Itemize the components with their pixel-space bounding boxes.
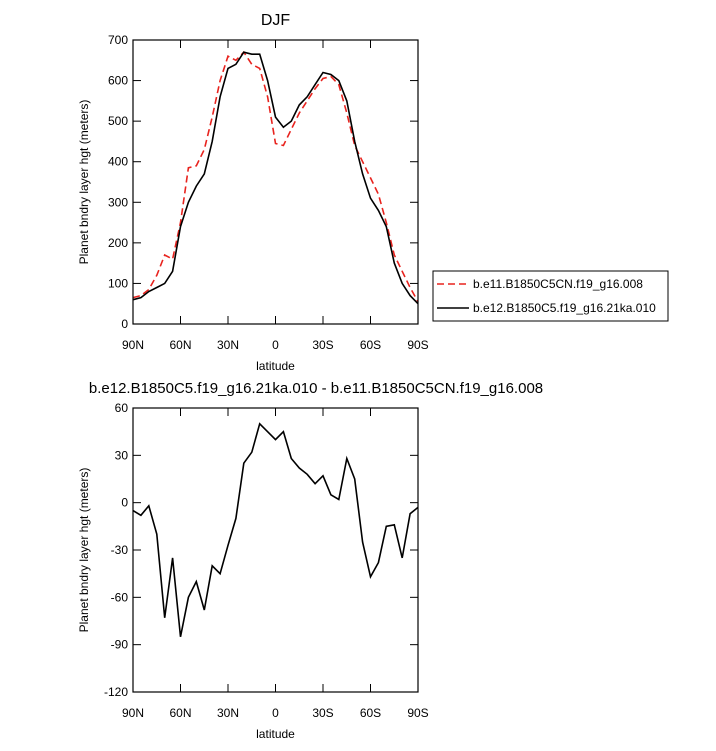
x-axis-label: latitude	[256, 359, 295, 373]
y-tick-label: 0	[121, 496, 128, 510]
x-tick-label: 60N	[169, 338, 191, 352]
x-tick-label: 0	[272, 338, 279, 352]
y-tick-label: -90	[111, 638, 129, 652]
y-tick-label: 0	[121, 317, 128, 331]
y-tick-label: 200	[108, 236, 128, 250]
legend-label: b.e11.B1850C5CN.f19_g16.008	[473, 277, 643, 291]
y-tick-label: 30	[115, 448, 129, 462]
x-tick-label: 90N	[122, 338, 144, 352]
chart-title: DJF	[261, 12, 291, 29]
series-line	[132, 50, 419, 303]
y-axis-label: Planet bndry layer hgt (meters)	[77, 468, 91, 633]
chart-title: b.e12.B1850C5.f19_g16.21ka.010 - b.e11.B…	[89, 380, 543, 397]
x-tick-label: 30N	[217, 338, 239, 352]
y-axis-label: Planet bndry layer hgt (meters)	[77, 100, 91, 265]
y-tick-label: 300	[108, 195, 128, 209]
y-tick-label: -30	[111, 543, 129, 557]
x-tick-label: 90S	[407, 338, 428, 352]
legend-box	[432, 270, 669, 322]
y-tick-label: 600	[108, 74, 128, 88]
plot-frame	[132, 407, 419, 693]
x-tick-label: 30N	[217, 706, 239, 720]
x-tick-label: 60N	[169, 706, 191, 720]
y-tick-label: 60	[115, 401, 129, 415]
x-tick-label: 30S	[312, 706, 333, 720]
series-line	[132, 422, 419, 637]
y-tick-label: 700	[108, 33, 128, 47]
x-axis-label: latitude	[256, 727, 295, 741]
x-tick-label: 60S	[360, 706, 381, 720]
y-tick-label: -120	[104, 685, 128, 699]
x-tick-label: 0	[272, 706, 279, 720]
plot-frame	[132, 39, 419, 325]
y-tick-label: 500	[108, 114, 128, 128]
y-tick-label: 400	[108, 155, 128, 169]
x-tick-label: 60S	[360, 338, 381, 352]
series-line	[132, 51, 419, 305]
x-tick-label: 30S	[312, 338, 333, 352]
y-tick-label: 100	[108, 276, 128, 290]
legend-label: b.e12.B1850C5.f19_g16.21ka.010	[473, 301, 656, 315]
x-tick-label: 90S	[407, 706, 428, 720]
x-tick-label: 90N	[122, 706, 144, 720]
y-tick-label: -60	[111, 590, 129, 604]
